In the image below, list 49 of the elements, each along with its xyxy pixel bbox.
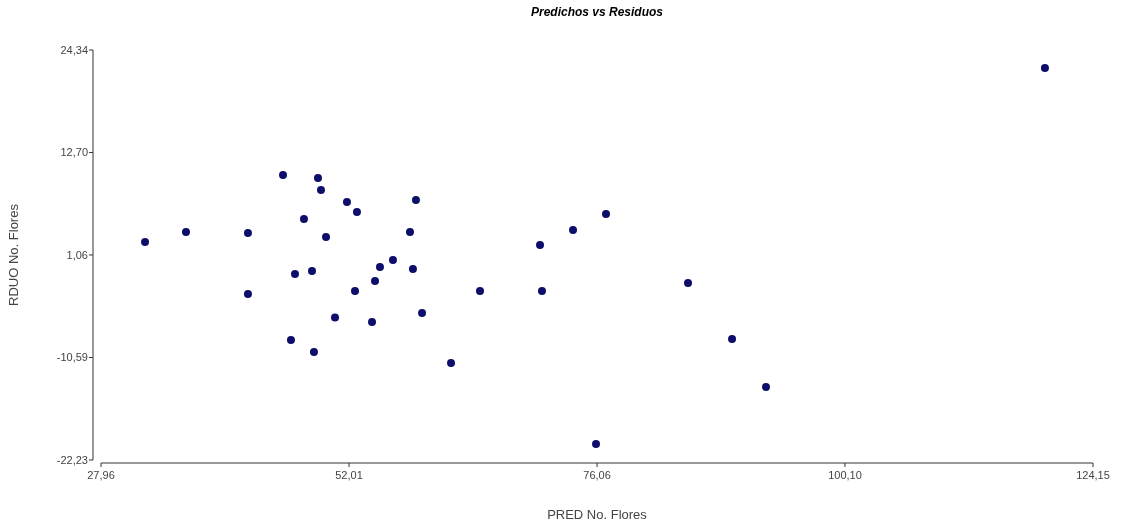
point — [352, 207, 361, 216]
point — [243, 289, 252, 298]
point — [684, 278, 693, 287]
point — [405, 227, 414, 236]
point — [761, 383, 770, 392]
point — [537, 286, 546, 295]
point — [592, 439, 601, 448]
point — [569, 225, 578, 234]
point — [388, 255, 397, 264]
point — [181, 227, 190, 236]
x-tick-label: 100,10 — [828, 469, 862, 481]
point — [368, 317, 377, 326]
y-tick-label: -10,59 — [56, 351, 88, 364]
point — [308, 266, 316, 275]
point — [418, 308, 427, 317]
point — [316, 185, 325, 194]
point — [313, 174, 322, 183]
y-tick-label: -22,23 — [56, 453, 88, 466]
point — [290, 269, 299, 278]
x-tick-label: 76,06 — [583, 469, 611, 481]
point — [1040, 63, 1049, 72]
x-tick-label: 124,15 — [1076, 469, 1110, 481]
point — [602, 210, 611, 219]
point — [447, 358, 456, 367]
point — [536, 241, 545, 250]
y-axis-title: RDUO No. Flores — [6, 203, 21, 306]
point — [279, 171, 288, 180]
point — [375, 263, 384, 272]
point — [331, 313, 339, 322]
point — [141, 238, 150, 247]
point — [322, 233, 331, 241]
x-tick-label: 52,01 — [335, 469, 363, 481]
y-tick-label: 12,70 — [60, 146, 88, 159]
point — [371, 277, 380, 286]
point — [309, 347, 318, 356]
point — [286, 336, 295, 344]
y-tick-label: 1,06 — [66, 248, 88, 261]
x-axis-title: PRED No. Flores — [547, 507, 648, 522]
point — [411, 196, 420, 205]
chart-title: Predichos vs Residuos — [530, 5, 664, 19]
point — [299, 215, 308, 224]
point — [476, 286, 484, 295]
point — [351, 286, 360, 295]
x-tick-label: 27,96 — [87, 469, 115, 481]
point — [342, 197, 351, 206]
point — [243, 228, 252, 237]
point — [728, 334, 737, 343]
point — [408, 264, 417, 273]
y-tick-label: 24,34 — [60, 43, 88, 56]
